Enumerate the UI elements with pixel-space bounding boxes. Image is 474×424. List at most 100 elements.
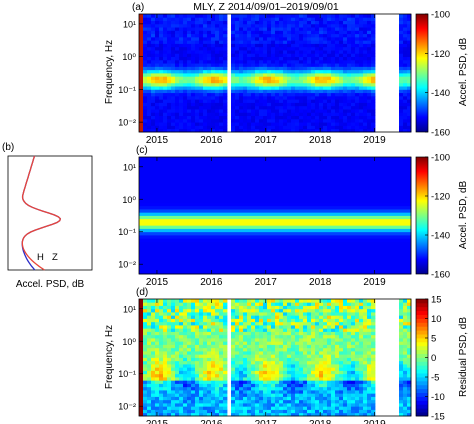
heatmap-cell <box>319 56 324 61</box>
heatmap-cell <box>223 399 228 404</box>
heatmap-cell <box>355 399 360 404</box>
heatmap-cell <box>327 50 332 54</box>
heatmap-cell <box>283 299 288 303</box>
heatmap-cell <box>287 383 292 388</box>
heatmap-cell <box>323 86 328 90</box>
heatmap-cell <box>219 115 224 120</box>
heatmap-cell <box>299 409 304 414</box>
heatmap-cell <box>299 53 304 58</box>
heatmap-cell <box>243 30 248 35</box>
heatmap-cell <box>167 82 172 87</box>
heatmap-cell <box>251 20 256 25</box>
heatmap-cell <box>235 30 240 35</box>
heatmap-cell <box>195 341 200 345</box>
heatmap-cell <box>191 105 196 110</box>
heatmap-cell <box>331 354 336 358</box>
heatmap-cell <box>351 338 356 342</box>
heatmap-cell <box>339 109 344 113</box>
heatmap-cell <box>207 43 212 48</box>
heatmap-cell <box>259 312 264 316</box>
colorbar-tick-label: 0 <box>431 353 436 364</box>
heatmap-cell <box>175 59 180 64</box>
heatmap-cell <box>211 115 216 120</box>
heatmap-cell <box>323 105 328 110</box>
heatmap-cell <box>151 40 156 44</box>
heatmap-cell <box>327 115 332 120</box>
heatmap-cell <box>163 344 168 349</box>
heatmap-cell <box>299 79 304 84</box>
heatmap-cell <box>403 17 408 21</box>
heatmap-cell <box>267 36 272 41</box>
heatmap-cell <box>339 406 344 410</box>
heatmap-cell <box>319 23 324 28</box>
heatmap-cell <box>211 53 216 58</box>
heatmap-cell <box>407 14 412 18</box>
heatmap-cell <box>367 118 372 123</box>
colorbar-segment <box>416 388 428 393</box>
heatmap-cell <box>291 17 296 21</box>
heatmap-cell <box>259 73 264 77</box>
heatmap-cell <box>275 82 280 87</box>
heatmap-cell <box>311 33 316 38</box>
heatmap-cell <box>147 112 152 117</box>
heatmap-cell <box>347 321 352 326</box>
heatmap-cell <box>215 23 220 28</box>
heatmap-cell <box>163 302 168 306</box>
heatmap-cell <box>295 30 300 35</box>
heatmap-cell <box>351 99 356 103</box>
heatmap-cell <box>319 409 324 414</box>
heatmap-cell <box>403 325 408 329</box>
heatmap-cell <box>347 86 352 90</box>
heatmap-cell <box>183 308 188 313</box>
heatmap-cell <box>203 396 208 401</box>
heatmap-cell <box>311 347 316 352</box>
heatmap-cell <box>219 321 224 326</box>
heatmap-cell <box>367 82 372 87</box>
heatmap-cell <box>143 412 148 417</box>
heatmap-cell <box>147 66 152 71</box>
heatmap-cell <box>195 331 200 336</box>
heatmap-cell <box>403 308 408 313</box>
heatmap-cell <box>403 364 408 368</box>
heatmap-cell <box>159 312 164 316</box>
heatmap-cell <box>219 92 224 97</box>
heatmap-cell <box>339 128 344 133</box>
heatmap-cell <box>211 354 216 358</box>
heatmap-cell <box>283 109 288 113</box>
heatmap-cell <box>371 299 376 303</box>
heatmap-cell <box>275 73 280 77</box>
heatmap-cell <box>287 396 292 401</box>
heatmap-cell <box>235 27 240 31</box>
heatmap-cell <box>139 157 412 161</box>
heatmap-cell <box>407 312 412 316</box>
heatmap-cell <box>343 305 348 310</box>
heatmap-cell <box>251 370 256 375</box>
heatmap-cell <box>239 399 244 404</box>
heatmap-cell <box>331 299 336 303</box>
heatmap-cell <box>351 112 356 117</box>
heatmap-cell <box>211 66 216 71</box>
heatmap-cell <box>147 390 152 394</box>
heatmap-cell <box>211 409 216 414</box>
colorbar-segment <box>416 349 428 354</box>
heatmap-cell <box>259 50 264 54</box>
heatmap-cell <box>399 367 404 371</box>
heatmap-cell <box>295 66 300 71</box>
heatmap-cell <box>255 128 260 133</box>
heatmap-cell <box>263 30 268 35</box>
heatmap-cell <box>407 128 412 133</box>
heatmap-cell <box>367 109 372 113</box>
heatmap-cell <box>267 393 272 397</box>
heatmap-cell <box>367 33 372 38</box>
heatmap-cell <box>183 321 188 326</box>
heatmap-cell <box>191 386 196 391</box>
heatmap-cell <box>171 344 176 349</box>
heatmap-cell <box>279 79 284 84</box>
heatmap-cell <box>259 36 264 41</box>
heatmap-cell <box>239 92 244 97</box>
heatmap-cell <box>147 370 152 375</box>
heatmap-cell <box>407 43 412 48</box>
heatmap-cell <box>239 403 244 407</box>
heatmap-cell <box>163 341 168 345</box>
heatmap-cell <box>159 92 164 97</box>
